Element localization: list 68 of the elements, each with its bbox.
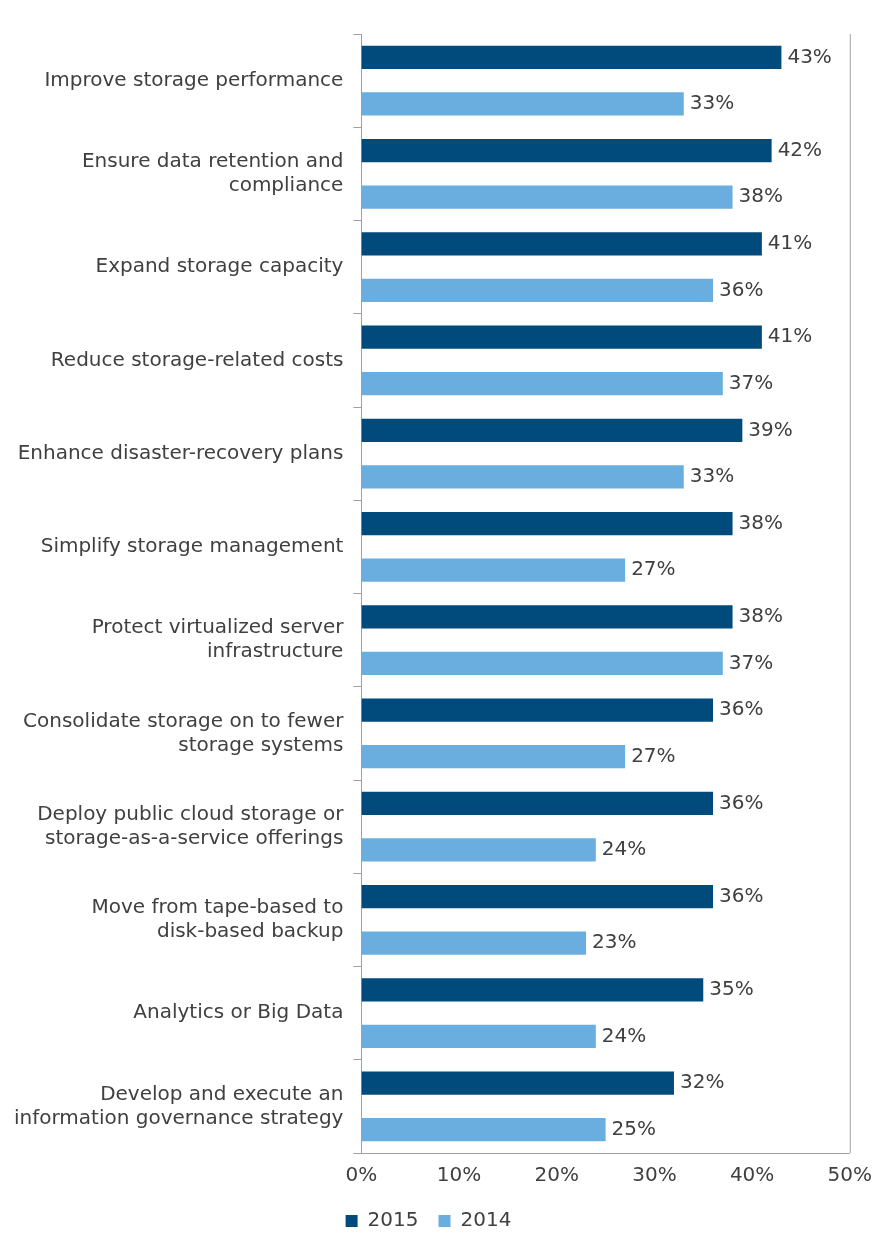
x-tick-label: 50% <box>827 1162 872 1187</box>
y-tick-label: Expand storage capacity <box>95 253 344 278</box>
y-tick-label: Protect virtualized server infrastructure <box>91 614 345 663</box>
bar <box>361 605 733 629</box>
y-tick-label: Reduce storage-related costs <box>50 346 344 371</box>
data-label: 42% <box>777 136 823 161</box>
y-tick-label: Analytics or Big Data <box>133 999 344 1024</box>
x-tick-label: 20% <box>534 1162 579 1187</box>
y-tick-label: Deploy public cloud storage or storage-as-a-service offerings <box>37 800 345 849</box>
data-label: 32% <box>679 1069 725 1094</box>
data-label: 38% <box>738 603 784 628</box>
bar <box>361 698 714 722</box>
y-tick-label: Enhance disaster-recovery plans <box>17 439 344 464</box>
data-label: 23% <box>592 929 637 954</box>
bar <box>361 884 714 909</box>
data-label: 39% <box>748 416 793 441</box>
data-label: 37% <box>728 649 774 674</box>
bar <box>361 558 626 582</box>
x-tick-label: 40% <box>729 1162 775 1187</box>
bar <box>361 138 772 163</box>
data-label: 33% <box>689 90 735 115</box>
bar <box>361 278 714 303</box>
x-tick-label: 30% <box>632 1162 677 1187</box>
bar <box>361 745 626 769</box>
data-label: 41% <box>767 230 813 255</box>
data-label: 41% <box>767 323 813 348</box>
data-label: 36% <box>719 696 764 721</box>
data-label: 27% <box>631 742 676 767</box>
data-label: 24% <box>601 836 647 861</box>
x-tick-label: 10% <box>436 1162 482 1187</box>
legend-label: 2015 <box>367 1207 419 1232</box>
y-tick-label: Simplify storage management <box>40 533 344 558</box>
y-tick-label: Move from tape-based to disk-based backup <box>91 894 344 943</box>
bar <box>361 325 762 349</box>
bar <box>361 185 733 209</box>
bar <box>361 651 723 676</box>
bar <box>361 418 743 442</box>
bar <box>361 1071 674 1095</box>
y-tick-label: Improve storage performance <box>44 66 344 91</box>
bar <box>361 791 714 815</box>
data-label: 36% <box>719 276 764 301</box>
data-label: 25% <box>611 1115 657 1140</box>
data-label: 37% <box>728 369 774 394</box>
data-label: 36% <box>719 882 764 907</box>
y-tick-label: Ensure data retention and compliance <box>81 148 344 197</box>
data-label: 38% <box>738 509 784 534</box>
bar <box>361 511 733 536</box>
bar <box>361 372 723 396</box>
y-tick-label: Develop and execute an information governance strategy <box>13 1080 344 1129</box>
data-label: 38% <box>738 183 784 208</box>
bar <box>361 92 684 116</box>
bar <box>361 465 684 489</box>
bar <box>361 232 762 256</box>
data-label: 24% <box>601 1022 647 1047</box>
data-label: 33% <box>689 463 735 488</box>
bar <box>361 45 782 69</box>
bar <box>361 931 587 955</box>
data-label: 35% <box>709 976 754 1001</box>
data-label: 36% <box>719 789 764 814</box>
legend-label: 2014 <box>460 1207 512 1232</box>
bar <box>361 978 704 1002</box>
data-label: 27% <box>631 556 676 581</box>
data-label: 43% <box>787 43 832 68</box>
bar <box>361 1024 596 1049</box>
bar <box>361 838 596 862</box>
y-tick-label: Consolidate storage on to fewer storage systems <box>23 707 345 756</box>
x-tick-label: 0% <box>345 1162 378 1187</box>
bar <box>361 1118 606 1142</box>
